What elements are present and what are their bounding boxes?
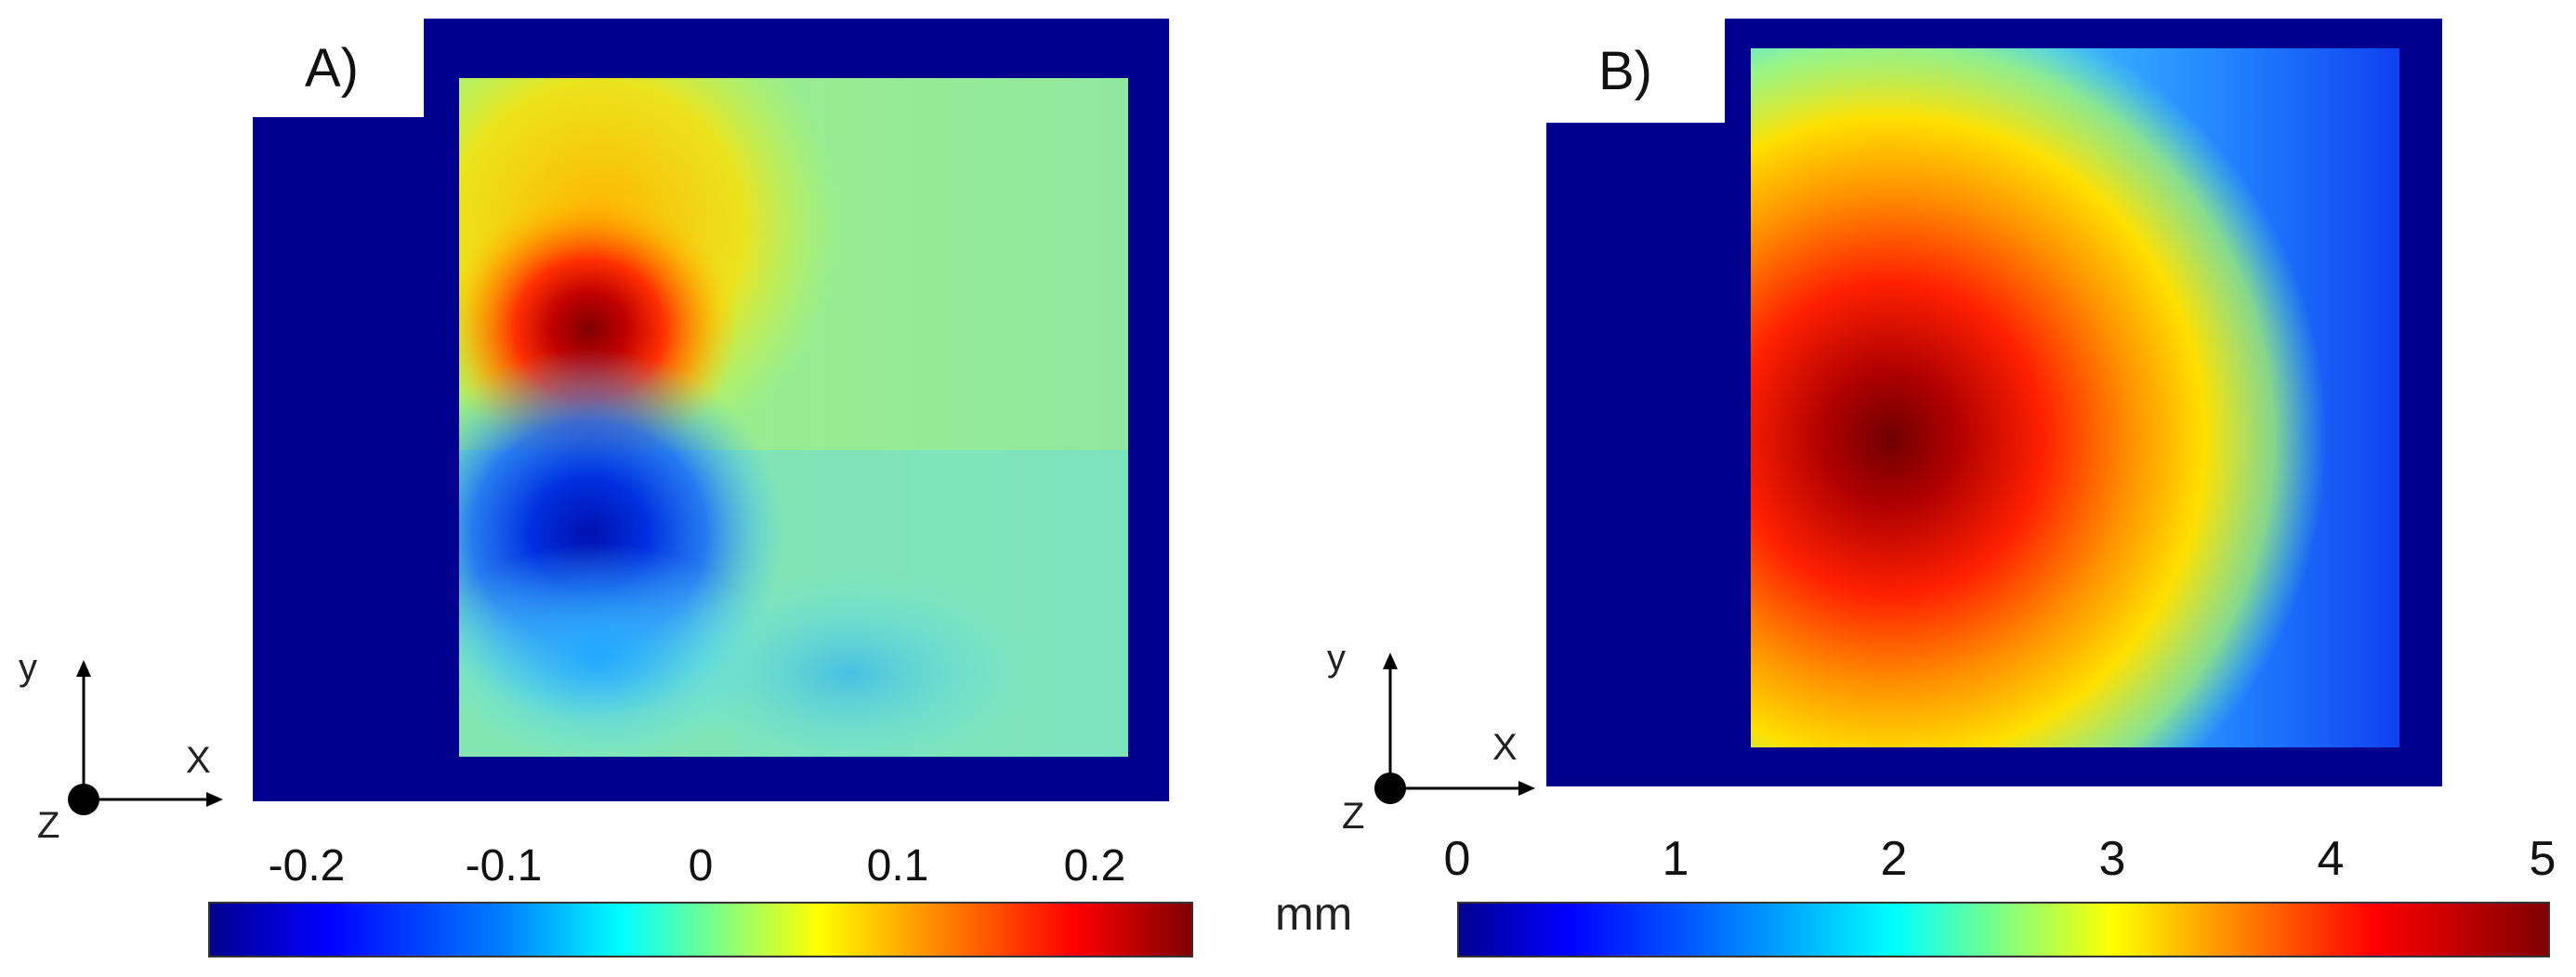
panel-a-heatmap-svg [459,78,1128,757]
axis-label-x: X [1492,727,1518,768]
colorbar-a [208,902,1193,957]
axes-indicator-a-svg [68,660,223,815]
colorbar-a-tick: 0 [688,841,714,891]
panel-a: A) [253,19,1169,801]
axes-indicator-b-svg [1374,653,1535,804]
colorbar-b-tick: 1 [1662,832,1689,886]
colorbar-b-tick: 0 [1443,832,1471,886]
colorbar-a-tick: 0.1 [866,841,929,891]
axis-label-z: Z [1342,796,1365,837]
axis-label-z: Z [37,805,60,846]
colorbar-a-tick: -0.2 [268,841,346,891]
axis-label-y: y [1327,638,1346,679]
colorbar-b-tick: 5 [2529,832,2556,886]
colorbar-a-tick: 0.2 [1063,841,1126,891]
axis-label-x: X [186,740,211,781]
panel-b-heatmap [1751,48,2399,747]
axis-label-y: y [19,647,37,688]
colorbar-b-ticks: 0 1 2 3 4 5 [1444,831,2572,896]
axes-indicator-a: y X Z [0,641,251,846]
axes-indicator-b: y X Z [1301,638,1546,837]
colorbar-a-ticks: -0.2 -0.1 0 0.1 0.2 [208,840,1193,896]
panel-a-label: A) [253,19,424,117]
panel-b-label: B) [1546,19,1725,123]
panel-b-heatmap-svg [1751,48,2399,747]
colorbar-b-tick: 2 [1880,832,1908,886]
colorbar-b-tick: 4 [2317,832,2345,886]
panel-a-heatmap [459,78,1128,757]
colorbar-b-tick: 3 [2098,832,2126,886]
colorbar-a-tick: -0.1 [465,841,543,891]
panel-b: B) [1546,19,2442,786]
colorbar-unit-label: mm [1275,888,1353,940]
colorbar-b [1457,902,2550,957]
